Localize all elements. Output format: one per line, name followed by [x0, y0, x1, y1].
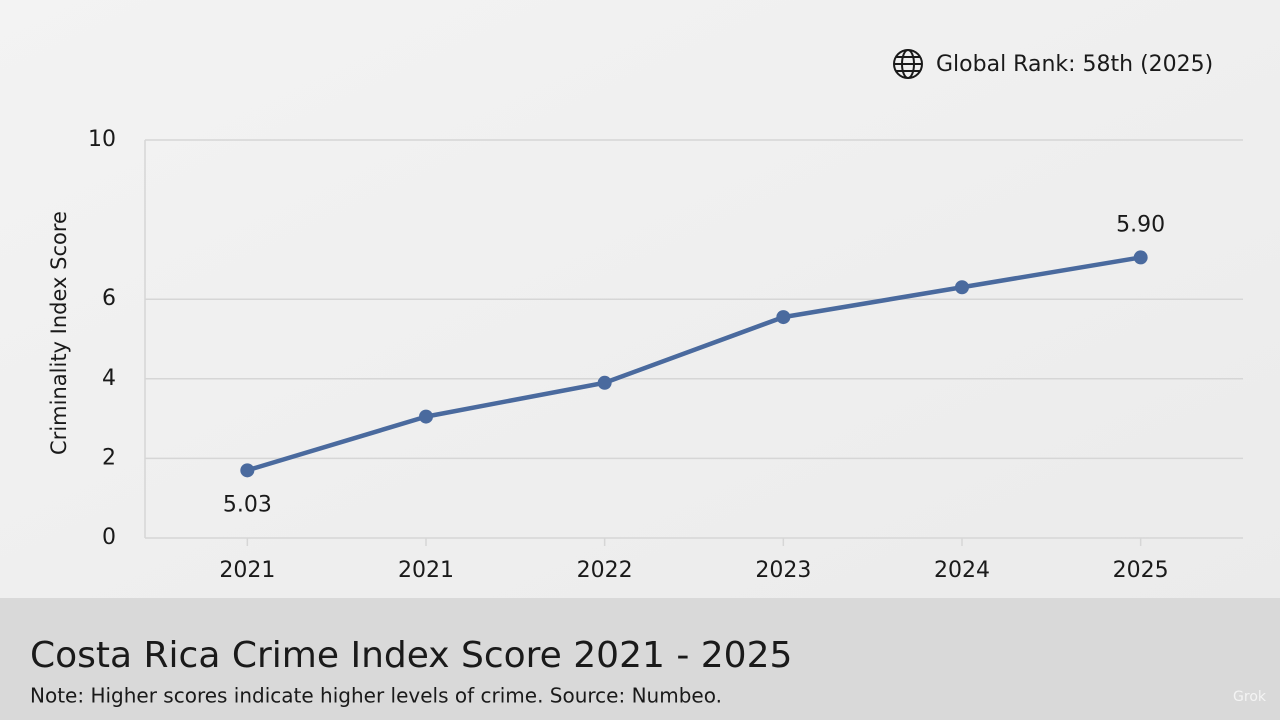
chart-title: Costa Rica Crime Index Score 2021 - 2025: [30, 635, 792, 676]
watermark: Grok: [1233, 689, 1267, 705]
data-point: [240, 463, 255, 478]
note: Note: Higher scores indicate higher leve…: [30, 684, 722, 708]
data-annotation: 5.03: [223, 492, 272, 517]
y-tick-label: 6: [102, 286, 116, 311]
series-line: [246, 255, 1142, 473]
data-point: [776, 310, 791, 325]
x-tick-label: 2022: [577, 558, 633, 583]
data-point: [955, 280, 969, 295]
x-tick-label: 2024: [934, 558, 990, 583]
footer-band: [0, 598, 1280, 720]
x-tick-label: 2023: [755, 558, 811, 583]
background: [0, 0, 1280, 600]
x-tick-label: 2021: [219, 558, 275, 583]
data-point: [1133, 250, 1148, 265]
badge: Global Rank: 58th (2025): [936, 52, 1213, 77]
y-tick-label: 10: [88, 127, 116, 152]
y-tick-label: 4: [102, 366, 116, 391]
data-annotation: 5.90: [1116, 212, 1165, 237]
x-tick-label: 2021: [398, 558, 454, 583]
data-point: [419, 409, 433, 424]
y-axis-label: Criminality Index Score: [47, 211, 71, 455]
x-tick-label: 2025: [1113, 558, 1169, 583]
globe-icon: [893, 49, 923, 79]
y-tick-label: 2: [102, 445, 116, 470]
y-tick-label: 0: [102, 525, 116, 550]
data-point: [597, 375, 612, 390]
